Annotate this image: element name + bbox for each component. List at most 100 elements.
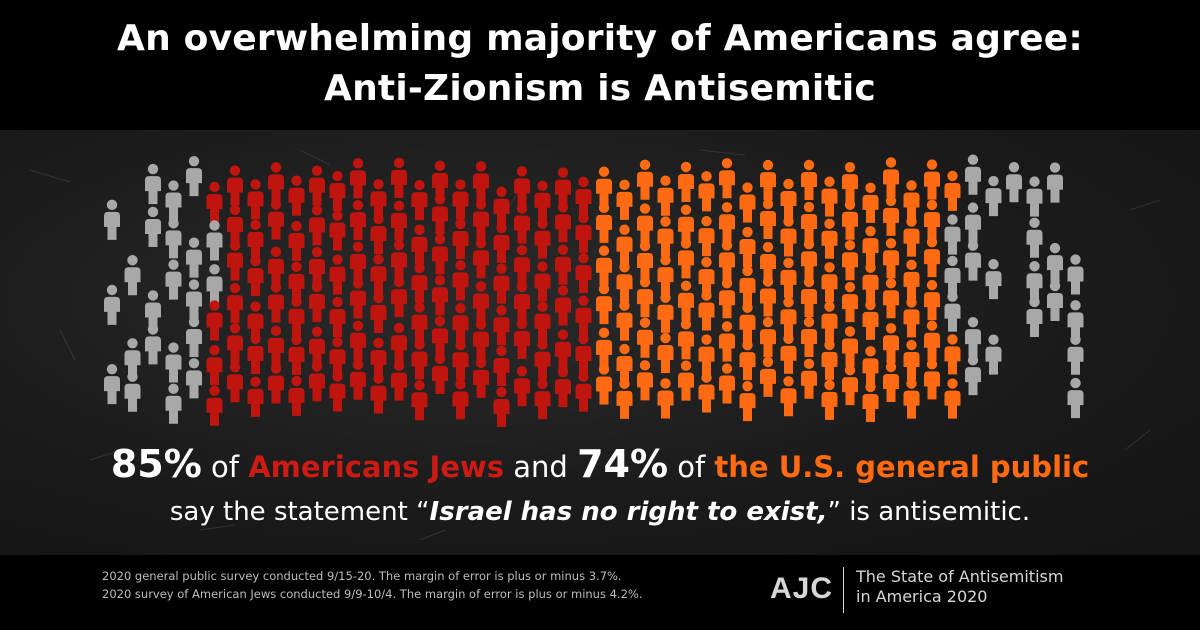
person-icon [719, 158, 735, 199]
person-icon [452, 303, 469, 344]
person-icon [288, 175, 305, 216]
person-icon [370, 213, 387, 255]
person-icon [944, 214, 961, 255]
person-icon [370, 292, 387, 333]
person-icon [514, 244, 530, 286]
person-icon [350, 320, 366, 361]
person-icon [206, 181, 223, 222]
person-icon [247, 376, 264, 417]
person-icon [1006, 162, 1022, 203]
person-icon [1026, 176, 1043, 217]
person-icon [165, 342, 182, 383]
person-icon [780, 216, 797, 257]
person-icon [227, 165, 243, 206]
person-icon [145, 324, 161, 365]
person-icon [288, 375, 305, 416]
person-icon [411, 380, 428, 421]
title-line-2: Anti-Zionism is Antisemitic [324, 68, 876, 109]
person-icon [1067, 377, 1084, 419]
person-icon [965, 154, 981, 195]
person-icon [575, 333, 592, 375]
person-icon [924, 199, 940, 240]
person-icon [637, 159, 653, 200]
person-icon [432, 316, 448, 357]
person-icon [227, 204, 243, 245]
person-icon [739, 380, 756, 422]
person-icon [883, 323, 899, 364]
person-icon [596, 327, 612, 368]
footer: 2020 general public survey conducted 9/1… [0, 555, 1200, 630]
person-icon [350, 278, 366, 319]
person-icon [411, 179, 428, 221]
person-icon [821, 379, 838, 420]
person-icon [760, 159, 776, 201]
person-icon [165, 218, 182, 259]
person-icon [391, 360, 407, 401]
person-icon [575, 176, 592, 217]
person-icon [596, 364, 612, 405]
person-icon [698, 256, 715, 298]
person-icon [944, 378, 961, 419]
person-icon [555, 167, 571, 208]
survey-note-general: 2020 general public survey conducted 9/1… [102, 569, 622, 583]
person-icon [924, 236, 940, 278]
person-icon [883, 361, 899, 402]
person-icon [247, 301, 264, 342]
person-icon [883, 195, 899, 236]
report-title-line-1: The State of Antisemitism [856, 567, 1064, 586]
person-icon [575, 252, 592, 294]
person-icon [903, 378, 920, 419]
person-icon [391, 157, 407, 198]
crowd-panel: 85% of Americans Jews and 74% of the U.S… [0, 130, 1200, 555]
report-title-line-2: in America 2020 [856, 587, 988, 606]
person-icon [186, 279, 202, 320]
stat-line: 85% of Americans Jews and 74% of the U.S… [0, 442, 1200, 489]
person-icon [350, 199, 366, 241]
person-icon [760, 356, 776, 397]
person-icon [760, 276, 776, 317]
person-icon [596, 245, 612, 286]
person-icon [432, 234, 448, 275]
person-icon [329, 170, 346, 212]
person-icon [678, 319, 694, 360]
quote-suffix: ” is antisemitic. [827, 497, 1031, 527]
person-icon [186, 155, 202, 197]
person-icon [391, 276, 407, 318]
person-icon [206, 300, 223, 341]
person-icon [452, 379, 469, 420]
person-icon [842, 281, 858, 323]
person-icon [473, 199, 489, 240]
person-icon [616, 378, 633, 419]
person-icon [493, 386, 510, 427]
person-icon [657, 175, 674, 216]
person-icon [186, 316, 202, 357]
person-icon [739, 226, 756, 268]
person-icon [268, 282, 284, 323]
person-icon [719, 278, 735, 319]
person-icon [473, 237, 489, 279]
of-text-1: of [201, 450, 249, 484]
person-icon [268, 162, 284, 203]
person-icon [965, 354, 981, 396]
person-icon [329, 371, 346, 412]
person-icon [514, 366, 530, 407]
person-icon [493, 305, 510, 346]
person-icon [473, 161, 489, 202]
person-icon [555, 366, 571, 408]
person-icon [288, 261, 305, 302]
person-icon [350, 359, 366, 400]
person-icon [534, 378, 551, 420]
person-icon [965, 202, 981, 243]
person-icon [842, 364, 858, 406]
person-icon [944, 334, 961, 375]
of-text-2: of [668, 450, 715, 484]
person-icon [616, 179, 633, 220]
person-icon [760, 198, 776, 240]
person-icon [329, 210, 346, 251]
survey-notes: 2020 general public survey conducted 9/1… [102, 567, 642, 603]
person-icon [678, 280, 694, 321]
person-icon [534, 180, 551, 221]
person-icon [719, 321, 735, 362]
person-icon [719, 240, 735, 281]
person-icon [411, 302, 428, 343]
